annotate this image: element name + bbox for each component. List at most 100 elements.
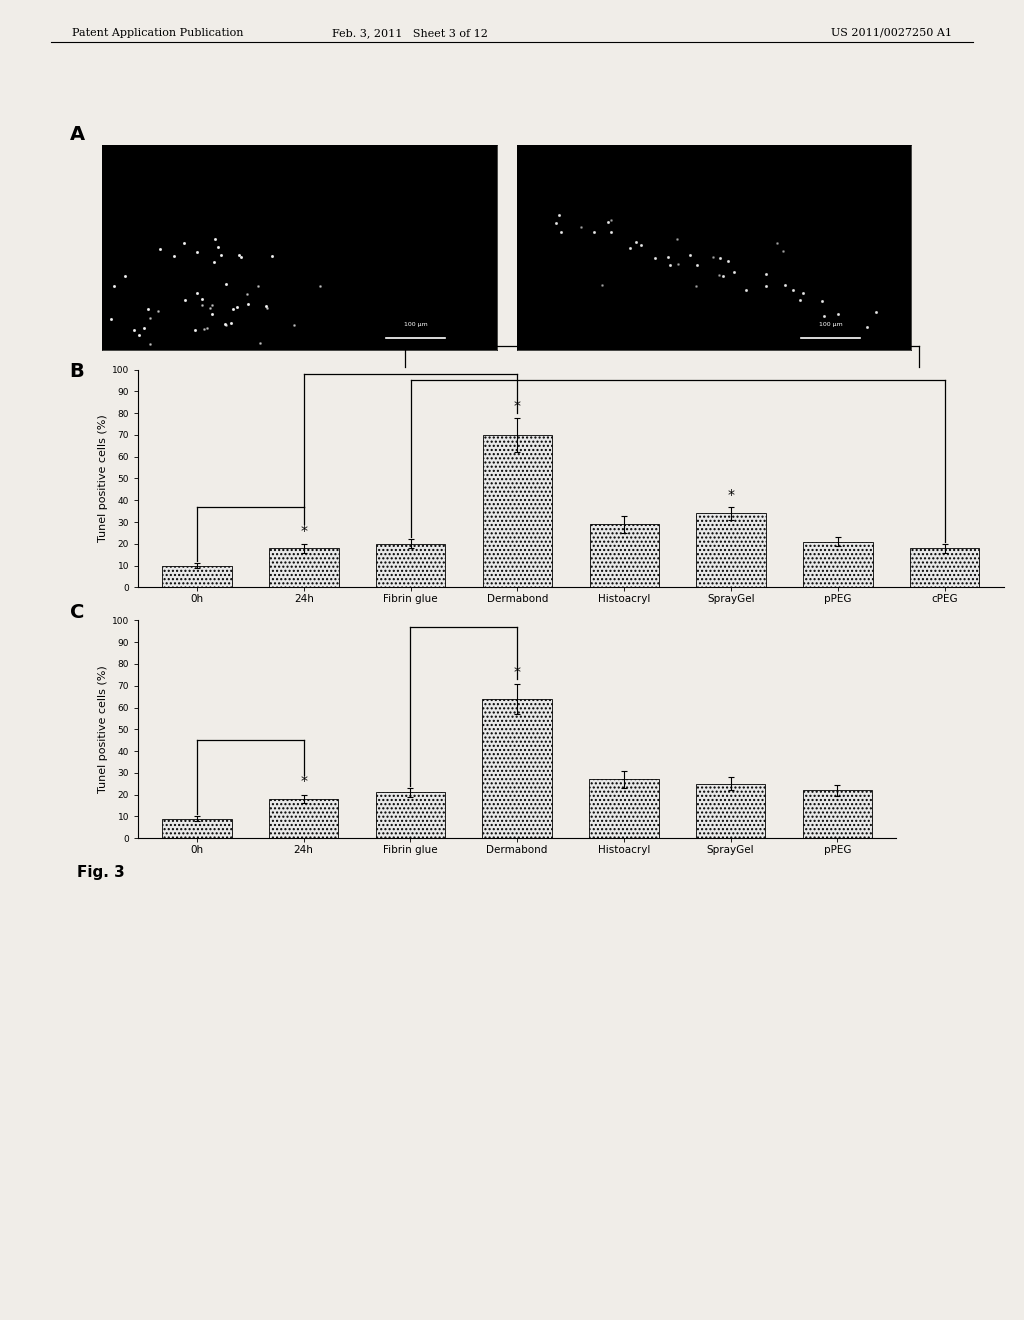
Point: [206, 252, 222, 273]
Point: [586, 220, 602, 242]
Point: [141, 308, 158, 329]
Point: [166, 246, 182, 267]
Text: Feb. 3, 2011   Sheet 3 of 12: Feb. 3, 2011 Sheet 3 of 12: [332, 28, 487, 38]
Bar: [696, 513, 766, 587]
Point: [553, 222, 569, 243]
Point: [186, 319, 203, 341]
Text: *: *: [514, 399, 521, 413]
Point: [647, 247, 664, 268]
Point: [660, 247, 677, 268]
Bar: [482, 434, 552, 587]
Point: [633, 235, 649, 256]
Point: [202, 297, 218, 318]
Point: [858, 317, 874, 338]
Point: [264, 246, 281, 267]
Point: [204, 294, 220, 315]
Bar: [162, 565, 231, 587]
Point: [669, 228, 685, 249]
Point: [795, 282, 811, 304]
Bar: [910, 548, 980, 587]
Text: US 2011/0027250 A1: US 2011/0027250 A1: [831, 28, 952, 38]
Point: [251, 333, 267, 354]
Bar: [696, 784, 765, 838]
Text: *: *: [300, 524, 307, 539]
Point: [152, 239, 168, 260]
Point: [150, 301, 166, 322]
Point: [195, 289, 211, 310]
Point: [218, 273, 234, 294]
Bar: [376, 544, 445, 587]
Point: [259, 297, 275, 318]
Point: [141, 334, 158, 355]
Point: [758, 264, 774, 285]
Point: [240, 293, 256, 314]
Point: [712, 247, 728, 268]
Point: [135, 317, 152, 338]
Point: [816, 305, 833, 326]
Point: [688, 276, 705, 297]
Point: [177, 289, 194, 310]
Point: [250, 276, 266, 297]
Text: *: *: [514, 665, 520, 680]
Point: [140, 298, 157, 319]
Point: [785, 280, 802, 301]
Point: [628, 231, 644, 252]
Bar: [269, 799, 338, 838]
Point: [207, 228, 223, 249]
Point: [229, 297, 246, 318]
Text: Patent Application Publication: Patent Application Publication: [72, 28, 243, 38]
Point: [232, 247, 249, 268]
Point: [705, 247, 721, 268]
Bar: [482, 698, 552, 838]
Point: [126, 319, 142, 341]
Point: [726, 261, 742, 282]
Point: [868, 301, 885, 322]
Point: [814, 290, 830, 312]
Point: [131, 325, 147, 346]
Text: 100 µm: 100 µm: [818, 322, 843, 327]
Point: [600, 211, 616, 232]
Bar: [803, 541, 872, 587]
Point: [194, 294, 210, 315]
Point: [594, 275, 610, 296]
Bar: [803, 791, 872, 838]
Y-axis label: Tunel positive cells (%): Tunel positive cells (%): [98, 414, 108, 543]
Point: [573, 216, 590, 238]
Y-axis label: Tunel positive cells (%): Tunel positive cells (%): [98, 665, 108, 793]
Point: [792, 289, 808, 310]
Point: [196, 319, 212, 341]
Point: [239, 284, 255, 305]
Point: [218, 314, 234, 335]
Point: [548, 213, 564, 234]
Point: [231, 244, 248, 265]
Point: [258, 296, 274, 317]
Point: [682, 244, 698, 265]
Point: [738, 280, 755, 301]
Point: [670, 253, 686, 275]
Point: [212, 244, 228, 265]
Point: [117, 265, 133, 286]
Text: B: B: [70, 362, 84, 380]
Text: Fig. 3: Fig. 3: [77, 865, 125, 879]
Point: [204, 304, 220, 325]
Point: [102, 309, 119, 330]
Bar: [269, 548, 339, 587]
Bar: [590, 524, 659, 587]
Point: [623, 238, 639, 259]
Bar: [589, 779, 658, 838]
Point: [224, 298, 241, 319]
Point: [189, 282, 206, 304]
Point: [216, 314, 232, 335]
Point: [715, 265, 731, 286]
Point: [758, 276, 774, 297]
Point: [311, 276, 328, 297]
Text: 100 µm: 100 µm: [403, 322, 428, 327]
Bar: [162, 818, 231, 838]
Bar: [376, 792, 445, 838]
Point: [662, 255, 678, 276]
Point: [105, 276, 122, 297]
Point: [774, 240, 791, 261]
Point: [720, 251, 736, 272]
Point: [210, 236, 226, 257]
Point: [769, 232, 785, 253]
